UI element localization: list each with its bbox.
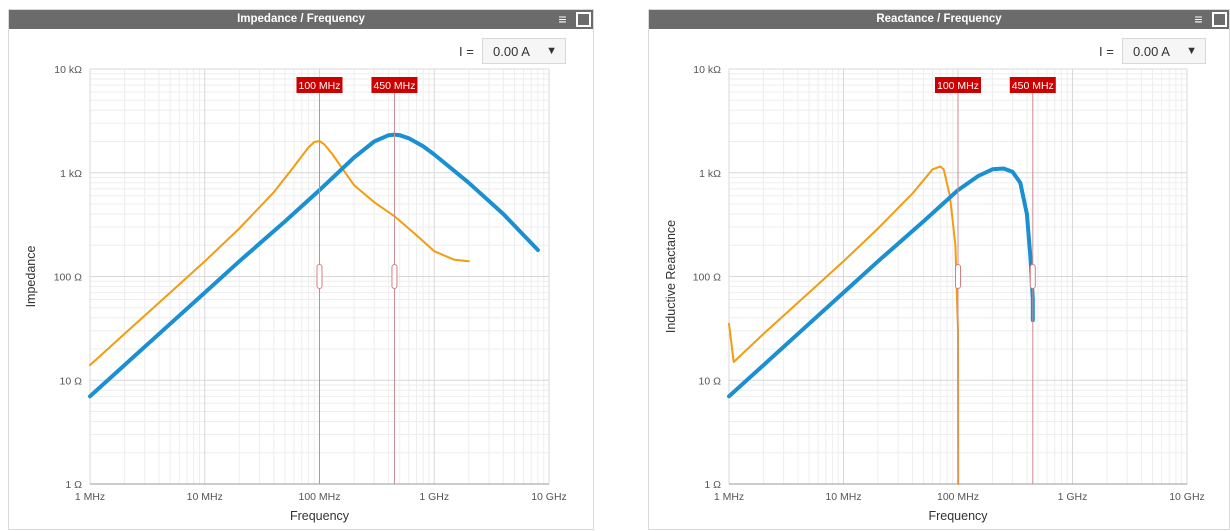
y-tick-label: 1 kΩ <box>699 168 721 180</box>
x-tick-label: 1 MHz <box>75 491 105 503</box>
current-label: I = <box>1099 44 1114 59</box>
chevron-down-icon: ▼ <box>1186 45 1197 57</box>
maximize-icon[interactable] <box>1210 10 1227 29</box>
x-tick-label: 1 MHz <box>714 491 744 503</box>
y-tick-label: 1 Ω <box>65 479 82 491</box>
x-tick-label: 10 GHz <box>1169 491 1205 503</box>
marker-label-box[interactable] <box>371 77 418 93</box>
x-tick-label: 100 MHz <box>298 491 340 503</box>
x-tick-label: 1 GHz <box>1058 491 1088 503</box>
x-tick-label: 10 MHz <box>187 491 223 503</box>
x-axis-title: Frequency <box>290 509 350 523</box>
hamburger-menu-icon[interactable]: ≡ <box>558 11 567 27</box>
current-select[interactable]: 0.00 A ▼ <box>482 38 566 64</box>
marker-drag-handle[interactable] <box>1029 264 1036 289</box>
y-axis-title: Impedance <box>24 246 38 308</box>
x-tick-label: 1 GHz <box>419 491 449 503</box>
marker-drag-handle[interactable] <box>316 264 323 289</box>
x-tick-label: 100 MHz <box>937 491 979 503</box>
current-label: I = <box>459 44 474 59</box>
marker-label-box[interactable] <box>296 77 343 93</box>
x-tick-label: 10 GHz <box>531 491 567 503</box>
series-line-1 <box>728 165 960 485</box>
x-tick-label: 10 MHz <box>825 491 861 503</box>
series-line-2 <box>727 166 1035 399</box>
x-axis-title: Frequency <box>928 509 988 523</box>
marker-label-box[interactable] <box>935 77 981 93</box>
maximize-icon[interactable] <box>574 10 591 29</box>
marker-label: 100 MHz <box>298 80 340 92</box>
y-tick-label: 100 Ω <box>693 272 721 284</box>
marker-label: 450 MHz <box>373 80 415 92</box>
panel-title: Reactance / Frequency <box>649 10 1229 29</box>
series-line-1 <box>89 140 470 367</box>
y-tick-label: 1 Ω <box>704 479 721 491</box>
impedance-chart: 1 MHz 10 MHz 100 MHz 1 GHz 10 GHz 10 kΩ 1 kΩ 10… <box>24 64 567 523</box>
y-axis-title: Inductive Reactance <box>664 220 678 333</box>
current-select-value: 0.00 A <box>493 44 530 59</box>
y-tick-label: 10 Ω <box>60 375 83 387</box>
impedance-chart-panel: Impedance / Frequency ≡ I = 0.00 A ▼ 1 M… <box>8 9 594 530</box>
current-select-value: 0.00 A <box>1133 44 1170 59</box>
y-tick-label: 100 Ω <box>54 272 82 284</box>
grid <box>728 68 1188 485</box>
y-tick-label: 10 Ω <box>699 375 722 387</box>
hamburger-menu-icon[interactable]: ≡ <box>1194 11 1203 27</box>
reactance-chart: 1 MHz 10 MHz 100 MHz 1 GHz 10 GHz 10 kΩ 1 kΩ 10… <box>664 64 1205 523</box>
y-tick-label: 1 kΩ <box>60 168 82 180</box>
series-line-2 <box>88 132 540 399</box>
reactance-chart-panel: Reactance / Frequency ≡ I = 0.00 A ▼ 1 M… <box>648 9 1230 530</box>
y-tick-label: 10 kΩ <box>54 64 82 76</box>
y-tick-label: 10 kΩ <box>693 64 721 76</box>
panel-title: Impedance / Frequency <box>9 10 593 29</box>
marker-label: 100 MHz <box>937 80 979 92</box>
chevron-down-icon: ▼ <box>546 45 557 57</box>
marker-drag-handle[interactable] <box>391 264 398 289</box>
marker-label-box[interactable] <box>1009 77 1056 93</box>
marker-label: 450 MHz <box>1012 80 1054 92</box>
current-select[interactable]: 0.00 A ▼ <box>1122 38 1206 64</box>
marker-drag-handle[interactable] <box>955 264 961 289</box>
